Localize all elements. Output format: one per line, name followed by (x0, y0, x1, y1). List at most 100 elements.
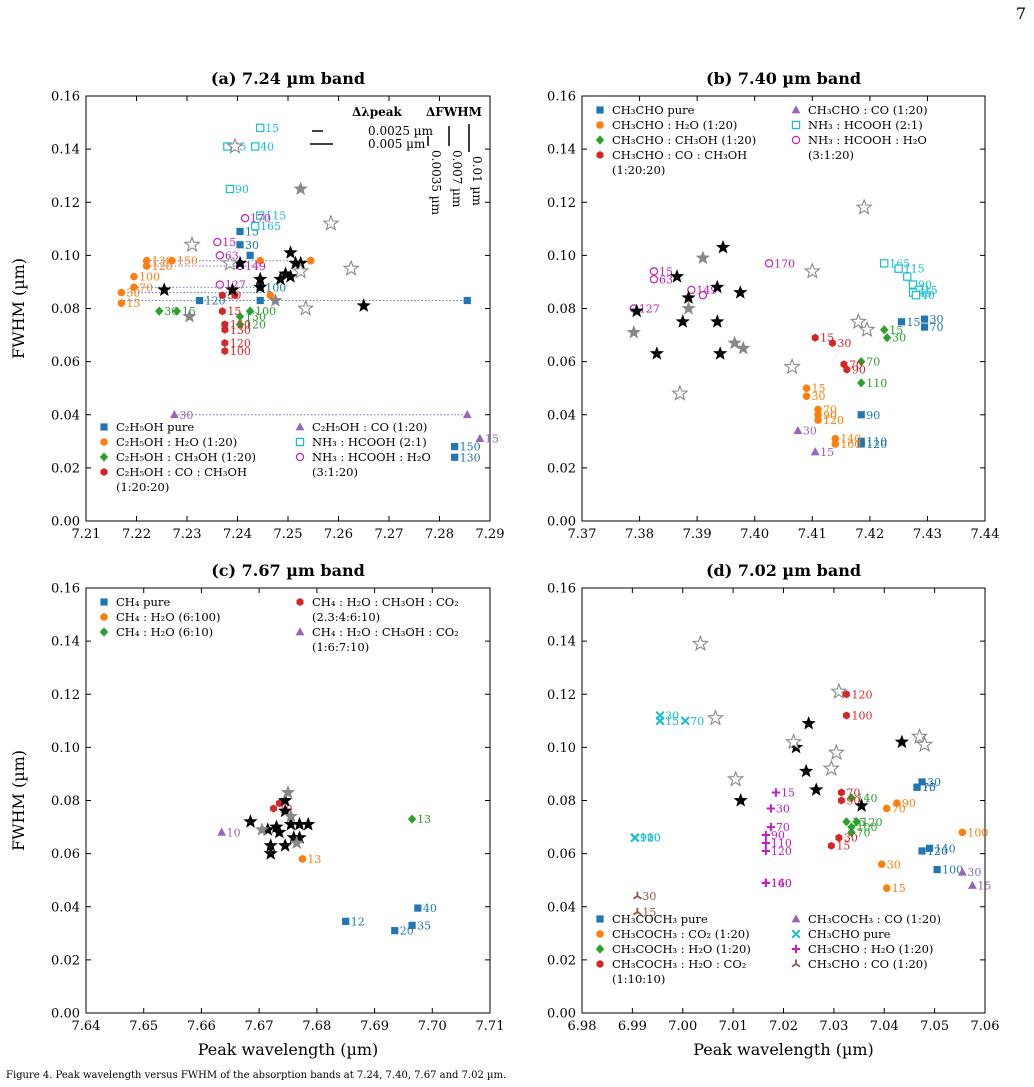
data-point (630, 833, 640, 843)
x-tick-label: 7.29 (476, 527, 505, 542)
data-point (275, 799, 283, 808)
point-label: 70 (846, 787, 860, 800)
data-point (649, 275, 659, 284)
y-tick-label: 0.12 (547, 688, 576, 703)
point-label: 130 (460, 451, 481, 464)
data-point (221, 339, 229, 347)
data-point (236, 241, 244, 249)
y-tick-label: 0.06 (51, 355, 80, 370)
point-label: 65 (918, 287, 932, 300)
y-tick-label: 0.12 (51, 688, 80, 703)
data-point (142, 262, 151, 270)
point-label: 120 (823, 414, 844, 427)
x-tick-label: 7.67 (245, 1019, 274, 1034)
y-tick-label: 0.04 (547, 900, 576, 915)
legend-label: (1:10:10) (612, 972, 665, 986)
data-point (827, 841, 835, 850)
x-tick-label: 7.04 (870, 1019, 899, 1034)
data-point (910, 727, 929, 745)
y-tick-label: 0.08 (547, 302, 576, 317)
point-label: 100 (942, 864, 963, 877)
point-label: 160 (840, 438, 861, 451)
point-label: 70 (690, 715, 704, 728)
point-label: 40 (260, 140, 274, 153)
legend-label: NH₃ : HCOOH : H₂O (808, 133, 927, 147)
y-tick-label: 0.04 (51, 408, 80, 423)
data-point (799, 763, 814, 778)
data-point (213, 237, 222, 247)
legend-label: CH₃CHO : CO (1:20) (808, 103, 928, 117)
data-point (842, 817, 851, 827)
point-label: 70 (857, 826, 871, 839)
point-label: 110 (771, 837, 792, 850)
x-tick-label: 7.01 (719, 1019, 748, 1034)
data-point (221, 254, 239, 271)
x-tick-label: 7.40 (740, 527, 769, 542)
data-point (847, 827, 856, 837)
data-point (250, 142, 260, 151)
data-point (894, 734, 909, 749)
delta-lambda-title: Δλpeak (352, 105, 403, 119)
point-label: 170 (250, 212, 271, 225)
point-label: 15 (924, 284, 938, 297)
point-label: 15 (126, 297, 140, 310)
x-tick-label: 6.98 (568, 1019, 597, 1034)
data-point (280, 785, 296, 799)
data-point (296, 299, 315, 316)
y-tick-label: 0.00 (51, 515, 80, 530)
y-tick-label: 0.02 (547, 953, 576, 968)
point-label: 15 (665, 715, 679, 728)
point-label: 15 (227, 305, 241, 318)
data-point (260, 822, 275, 836)
point-label: 30 (665, 710, 679, 723)
x-tick-label: 7.42 (855, 527, 884, 542)
data-point (215, 280, 225, 289)
point-label: 90 (235, 183, 249, 196)
legend-marker (791, 120, 801, 130)
x-tick-label: 7.24 (223, 527, 252, 542)
data-point (256, 296, 264, 305)
legend-label: C₂H₅OH : CO : CH₃OH (116, 465, 247, 479)
data-point (254, 822, 270, 836)
data-point (784, 733, 803, 750)
data-point (462, 409, 472, 419)
data-point (766, 822, 776, 832)
point-label: 30 (837, 337, 851, 350)
point-label: 70 (922, 781, 936, 794)
y-tick-label: 0.02 (547, 461, 576, 476)
point-label: 70 (823, 403, 837, 416)
data-point (268, 293, 283, 307)
data-point (356, 298, 371, 312)
data-point (182, 309, 197, 323)
legend-label: CH₃COCH₃ : H₂O (1:20) (612, 942, 751, 956)
point-label: 15 (977, 880, 991, 893)
data-point (235, 311, 245, 322)
point-label: 115 (265, 210, 286, 223)
legend-label: CH₄ : H₂O : CH₃OH : CO₂ (312, 625, 459, 639)
data-point (273, 271, 288, 286)
legend-marker (100, 613, 108, 621)
data-point (894, 264, 903, 273)
point-label: 140 (771, 877, 792, 890)
point-label: 90 (771, 829, 785, 842)
point-label: 110 (640, 832, 661, 845)
data-point (811, 333, 819, 342)
point-label: 120 (771, 845, 792, 858)
x-tick-label: 7.38 (625, 527, 654, 542)
legend-label: (3:1:20) (312, 465, 358, 479)
point-label: 30 (164, 305, 178, 318)
data-point (897, 318, 906, 326)
data-point (243, 814, 258, 828)
panel-d: (d) 7.02 µm band 6.98 6.99 7.00 7.01 7.02 7.03… (547, 561, 999, 1059)
legend-label: C₂H₅OH : CH₃OH (1:20) (116, 450, 256, 464)
data-point (710, 314, 725, 328)
x-tick-label: 7.41 (798, 527, 827, 542)
point-label: 100 (857, 821, 878, 834)
legend-marker (791, 959, 801, 968)
x-tick-label: 7.64 (72, 1019, 101, 1034)
legend-marker (596, 930, 604, 938)
data-point (292, 830, 307, 844)
y-tick-label: 0.14 (547, 635, 576, 650)
y-tick-label: 0.00 (547, 515, 576, 530)
